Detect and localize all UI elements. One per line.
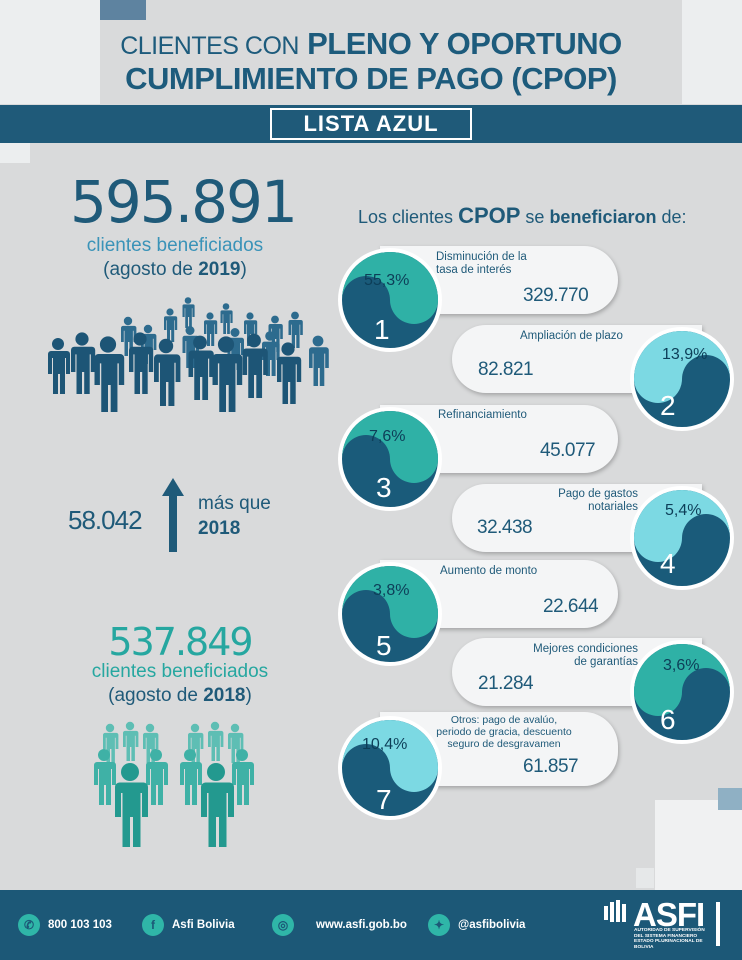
arrow-up-icon	[162, 478, 184, 552]
benefit-number-4: 4	[660, 548, 676, 579]
benefit-circle-2	[630, 327, 734, 431]
footer-website[interactable]: ◎ www.asfi.gob.bo	[272, 914, 407, 936]
benefit-percent-6: 3,6%	[663, 657, 700, 674]
facebook-icon: f	[142, 914, 164, 936]
benefit-circle-7	[338, 716, 442, 820]
benefit-percent-5: 3,8%	[373, 582, 410, 599]
benefit-value-2: 82.821	[478, 359, 534, 380]
benefit-label-2: Ampliación de plazo	[520, 330, 623, 342]
decor-square	[0, 0, 100, 104]
benefit-number-7: 7	[376, 784, 392, 815]
benefit-circle-5	[338, 562, 442, 666]
banner-bar	[0, 105, 742, 143]
asfi-logo-icon	[604, 900, 720, 946]
footer-twitter[interactable]: ✦ @asfibolivia	[428, 914, 525, 936]
decor-square	[655, 800, 742, 890]
benefit-label-7: Otros: pago de avalúo, periodo de gracia,…	[436, 714, 572, 751]
decor-square	[718, 788, 742, 810]
benefit-value-7: 61.857	[523, 756, 579, 777]
benefit-circle-1	[338, 248, 442, 352]
benefit-value-6: 21.284	[478, 673, 534, 694]
decor-square	[682, 0, 742, 104]
footer-facebook[interactable]: f Asfi Bolivia	[142, 914, 235, 936]
web-icon: ◎	[272, 914, 294, 936]
benefit-percent-7: 10,4%	[362, 736, 408, 753]
page-title: CLIENTES CON PLENO Y OPORTUNO CUMPLIMIEN…	[0, 26, 742, 96]
asfi-logo-text: ASFI	[633, 896, 705, 933]
clients-2019-label: clientes beneficiados	[86, 235, 264, 256]
banner-label: LISTA AZUL	[270, 108, 472, 140]
benefit-percent-4: 5,4%	[665, 502, 702, 519]
title-light: CLIENTES CON	[120, 32, 299, 60]
benefit-percent-2: 13,9%	[662, 346, 708, 363]
benefit-value-3: 45.077	[540, 440, 596, 461]
people-crowd-icon	[48, 297, 329, 412]
benefits-heading: Los clientes CPOP se beneficiaron de:	[358, 203, 687, 228]
asfi-logo-subtitle: AUTORIDAD DE SUPERVISIÓN DEL SISTEMA FIN…	[634, 928, 705, 950]
title-bold-2: CUMPLIMIENTO DE PAGO (CPOP)	[125, 60, 617, 96]
benefit-number-1: 1	[374, 314, 390, 345]
benefit-value-1: 329.770	[523, 285, 589, 306]
benefit-percent-3: 7,6%	[369, 428, 406, 445]
clients-2018-caption: clientes beneficiados (agosto de 2018)	[60, 660, 300, 708]
benefit-circle-6	[630, 640, 734, 744]
benefit-label-6: Mejores condiciones de garantías	[533, 643, 638, 669]
benefit-label-3: Refinanciamiento	[438, 409, 527, 421]
benefit-number-6: 6	[660, 704, 676, 735]
clients-2018-label: clientes beneficiados	[91, 661, 269, 682]
benefit-label-5: Aumento de monto	[440, 565, 538, 577]
difference-value: 58.042	[68, 505, 143, 535]
clients-2019-caption: clientes beneficiados (agosto de 2019)	[50, 234, 300, 282]
benefit-value-5: 22.644	[543, 596, 599, 617]
benefit-circle-3	[338, 407, 442, 511]
decor-square	[98, 0, 146, 20]
decor-square	[636, 868, 654, 888]
clients-2019-count: 595.891	[70, 168, 298, 236]
benefit-number-2: 2	[660, 390, 676, 421]
benefit-percent-1: 55,3%	[364, 272, 410, 289]
benefit-label-4: Pago de gastos notariales	[558, 488, 638, 514]
decor-square	[0, 143, 30, 163]
benefit-value-4: 32.438	[477, 517, 533, 538]
clients-2018-period: (agosto de 2018)	[108, 684, 252, 706]
twitter-icon: ✦	[428, 914, 450, 936]
benefit-label-1: Disminución de la tasa de interés	[436, 251, 527, 277]
title-bold-1: PLENO Y OPORTUNO	[307, 26, 622, 61]
footer-phone[interactable]: ✆ 800 103 103	[18, 914, 112, 936]
benefit-circle-4	[630, 486, 734, 590]
benefit-number-3: 3	[376, 472, 392, 503]
clients-2018-count: 537.849	[108, 620, 253, 664]
clients-2019-period: (agosto de 2019)	[103, 258, 247, 280]
benefit-number-5: 5	[376, 630, 392, 661]
difference-label: más que 2018	[198, 493, 271, 539]
people-group-icon	[94, 721, 254, 847]
phone-icon: ✆	[18, 914, 40, 936]
